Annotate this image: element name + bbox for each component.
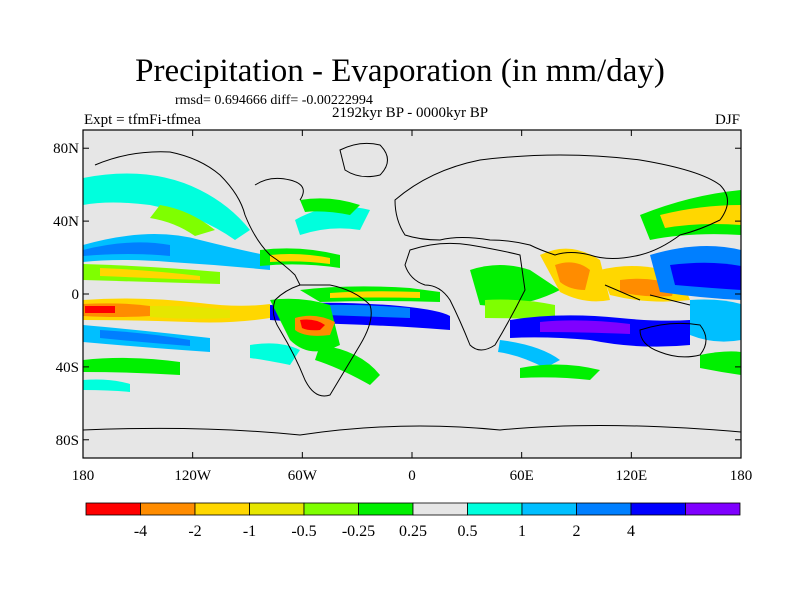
equatorial-pacific-negative (83, 298, 270, 323)
colorbar-swatch (249, 502, 305, 516)
stats-text: rmsd= 0.694666 diff= -0.00222994 (175, 93, 373, 108)
season-label: DJF (714, 112, 740, 128)
colorbar-label: -0.25 (342, 523, 375, 540)
colorbar-swatch (358, 502, 414, 516)
colorbar-swatch (85, 502, 141, 516)
colorbar-swatch (630, 502, 686, 516)
colorbar-swatch (576, 502, 632, 516)
colorbar-label: 0.5 (458, 523, 478, 540)
figure-title: Precipitation - Evaporation (in mm/day) (135, 53, 665, 89)
colorbar-swatch (140, 502, 196, 516)
lat-tick-label: 80N (53, 141, 79, 157)
colorbar-label: 4 (627, 523, 635, 540)
lon-ticks: 180 120W 60W 0 60E 120E 180 (72, 130, 753, 484)
subtitle: 2192kyr BP - 0000kyr BP (331, 105, 489, 121)
lat-tick-label: 80S (56, 433, 79, 449)
coastlines (83, 142, 741, 436)
lon-tick-label: 60W (288, 468, 318, 484)
colorbar-label: -4 (134, 523, 147, 540)
lon-tick-label: 120W (174, 468, 212, 484)
colorbar: -4 -2 -1 -0.5 -0.25 0.25 0.5 1 2 4 (85, 502, 741, 540)
colorbar-label: 2 (573, 523, 581, 540)
colorbar-swatch (194, 502, 250, 516)
colorbar-swatch (467, 502, 523, 516)
colorbar-label: -0.5 (291, 523, 316, 540)
lat-tick-label: 40S (56, 360, 79, 376)
experiment-label: Expt = tfmFi-tfmea (84, 112, 201, 128)
africa-indian-ocean-anomalies (470, 248, 690, 368)
colorbar-swatch (521, 502, 577, 516)
southern-ocean-anomalies (83, 351, 741, 392)
lon-tick-label: 120E (615, 468, 647, 484)
colorbar-label: -1 (243, 523, 256, 540)
colorbar-swatch (412, 502, 468, 516)
lon-tick-label: 180 (72, 468, 95, 484)
north-pacific-negative (83, 205, 220, 284)
lon-tick-label: 180 (730, 468, 753, 484)
colorbar-swatch (685, 502, 741, 516)
field-contours (83, 142, 741, 436)
colorbar-label: 0.25 (399, 523, 427, 540)
lat-tick-label: 40N (53, 214, 79, 230)
colorbar-label: -2 (188, 523, 201, 540)
map-panel: 80N 40N 0 40S 80S 180 120W 60W 0 60E 120E 180 (53, 129, 753, 484)
lon-tick-label: 0 (408, 468, 416, 484)
colorbar-swatch (303, 502, 359, 516)
lat-tick-label: 0 (72, 287, 80, 303)
lat-ticks: 80N 40N 0 40S 80S (53, 141, 741, 449)
lon-tick-label: 60E (510, 468, 534, 484)
colorbar-label: 1 (518, 523, 526, 540)
